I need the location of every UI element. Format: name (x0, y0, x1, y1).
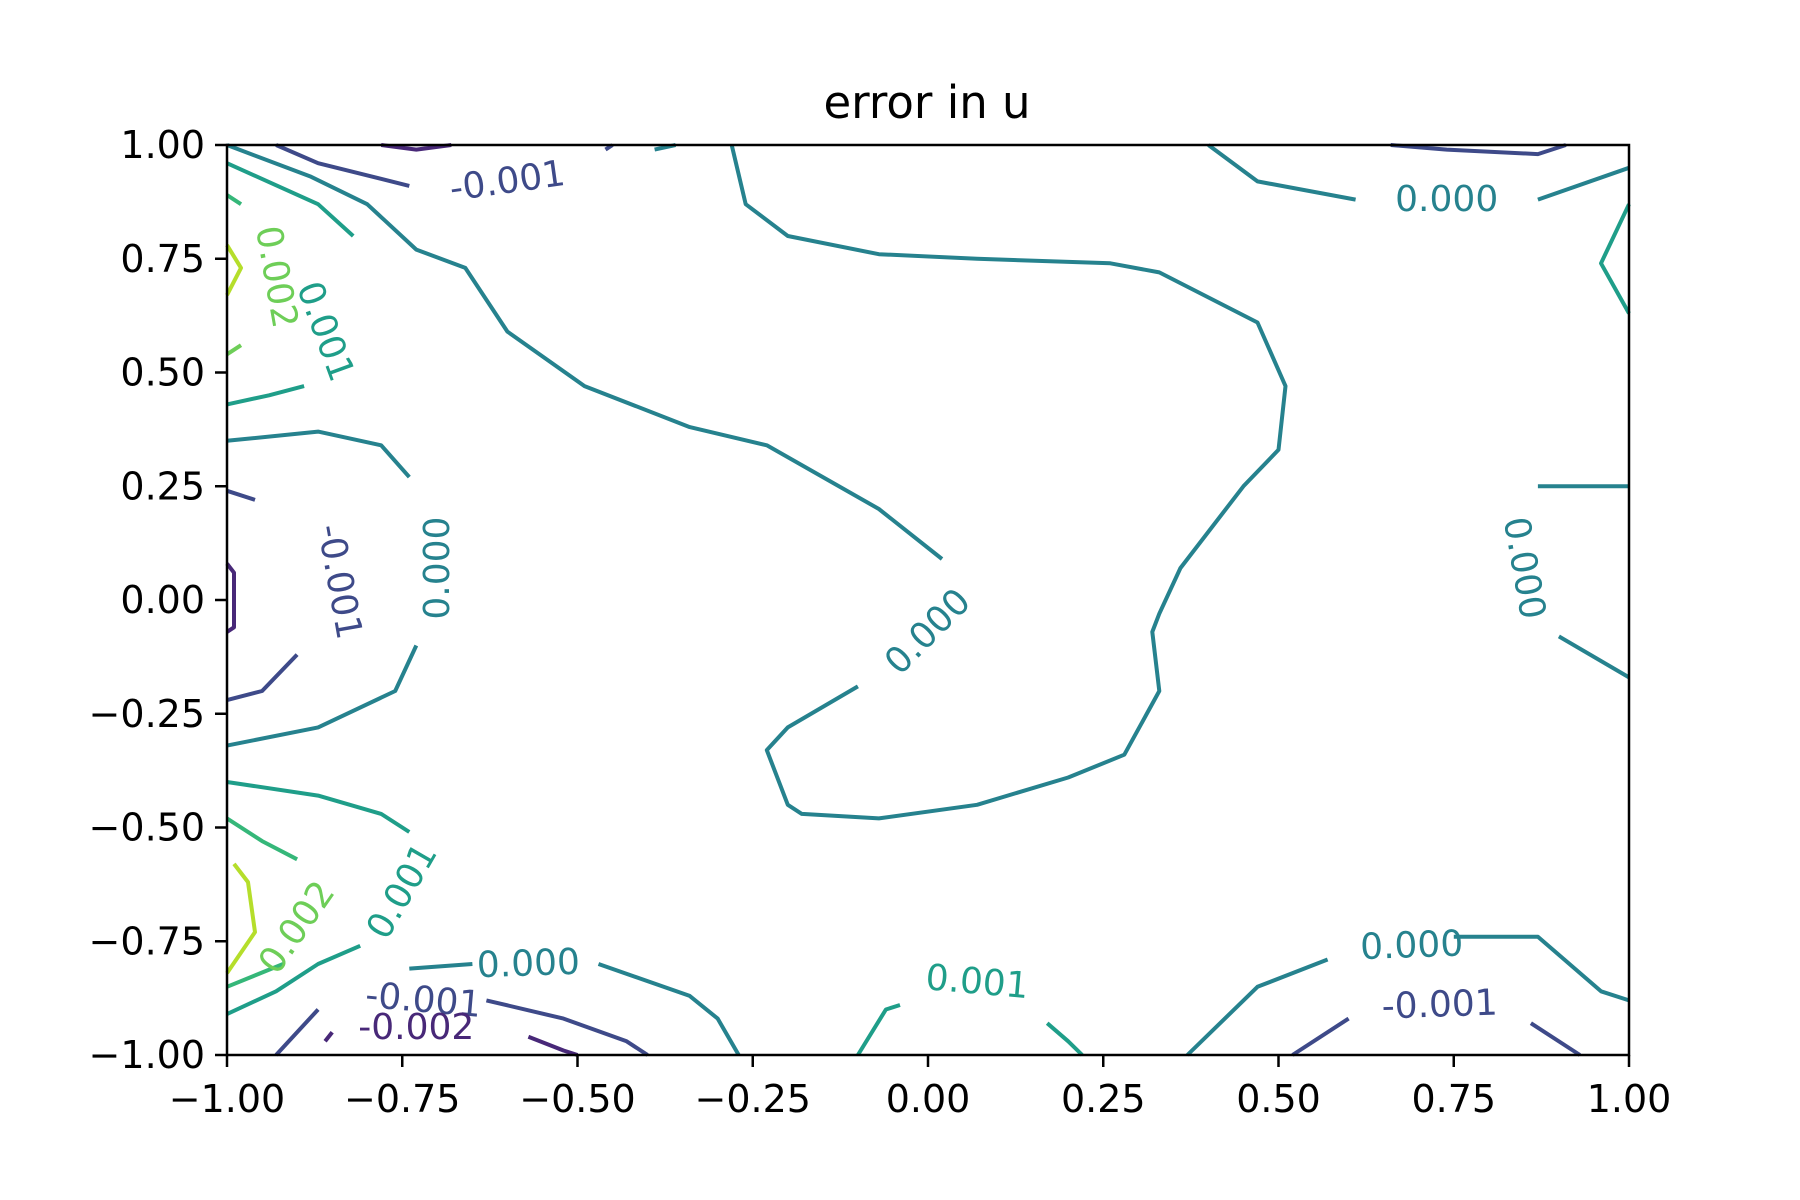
contour-label: -0.002 (358, 1007, 474, 1048)
y-tick-label: −0.25 (89, 692, 205, 736)
contour-line (275, 143, 410, 188)
contour-lines (225, 143, 1631, 1057)
plot-area-frame (225, 143, 1631, 1057)
contour-line (323, 1031, 334, 1043)
contour-line (226, 161, 355, 238)
contour-line (226, 488, 256, 502)
y-axis: −1.00 −0.75 −0.50 −0.25 0.00 0.25 0.50 0.75 1.00 (89, 123, 227, 1077)
contour-line (226, 429, 411, 479)
contour-line (225, 343, 243, 356)
contour-line (226, 962, 284, 989)
y-tick-label: 0.00 (120, 578, 205, 622)
contour-label: 0.000 (1395, 179, 1498, 220)
y-tick-label: 0.25 (120, 464, 205, 508)
contour-label: 0.000 (476, 942, 580, 987)
contour-line (225, 193, 243, 206)
contour-line (225, 816, 299, 862)
y-tick-label: −0.75 (89, 919, 205, 963)
x-tick-label: −0.25 (695, 1077, 811, 1121)
x-axis: −1.00 −0.75 −0.50 −0.25 0.00 0.25 0.50 0.75 1.00 (169, 1055, 1672, 1121)
x-tick-label: −1.00 (169, 1077, 285, 1121)
contour-line (1529, 1021, 1581, 1057)
contour-label: -0.001 (364, 975, 483, 1026)
contour-line (274, 1008, 320, 1057)
contour-line (485, 998, 649, 1057)
contour-line (409, 962, 473, 971)
contour-line (226, 943, 361, 1016)
x-tick-label: 0.00 (886, 1077, 971, 1121)
contour-label: 0.000 (417, 517, 458, 620)
contour-line (226, 653, 299, 703)
contour-line (380, 143, 452, 152)
y-tick-label: 0.75 (120, 237, 205, 281)
contour-line (226, 780, 411, 834)
x-tick-label: 1.00 (1587, 1077, 1672, 1121)
contour-label: -0.001 (1381, 982, 1498, 1027)
x-tick-label: 0.75 (1411, 1077, 1496, 1121)
contour-line (225, 562, 236, 634)
contour-line (226, 143, 944, 561)
contour-line (1599, 203, 1631, 315)
contour-line (1537, 165, 1630, 202)
chart-title: error in u (823, 76, 1030, 129)
contour-line (226, 644, 419, 748)
contour-line (1453, 934, 1630, 1003)
x-tick-label: 0.25 (1061, 1077, 1146, 1121)
contour-line (597, 962, 741, 1056)
contour-line (225, 244, 243, 297)
y-tick-label: −0.50 (89, 806, 205, 850)
contour-line (527, 1034, 579, 1057)
x-tick-label: −0.75 (344, 1077, 460, 1121)
x-tick-label: −0.50 (519, 1077, 635, 1121)
contour-line (856, 1003, 901, 1057)
y-tick-label: 1.00 (120, 123, 205, 167)
contour-label: 0.001 (924, 957, 1030, 1007)
contour-line (1291, 1016, 1350, 1057)
contour-line (1186, 957, 1329, 1057)
y-tick-label: 0.50 (120, 351, 205, 395)
contour-line (226, 384, 305, 407)
contour-label: 0.000 (1359, 924, 1463, 969)
contour-line (225, 862, 257, 975)
contour-line (1390, 143, 1567, 157)
contour-line (1207, 143, 1356, 202)
x-tick-label: 0.50 (1236, 1077, 1321, 1121)
y-tick-label: −1.00 (89, 1033, 205, 1077)
contour-line (1045, 1021, 1084, 1057)
contour-line (1557, 634, 1631, 680)
contour-line (729, 144, 1288, 821)
